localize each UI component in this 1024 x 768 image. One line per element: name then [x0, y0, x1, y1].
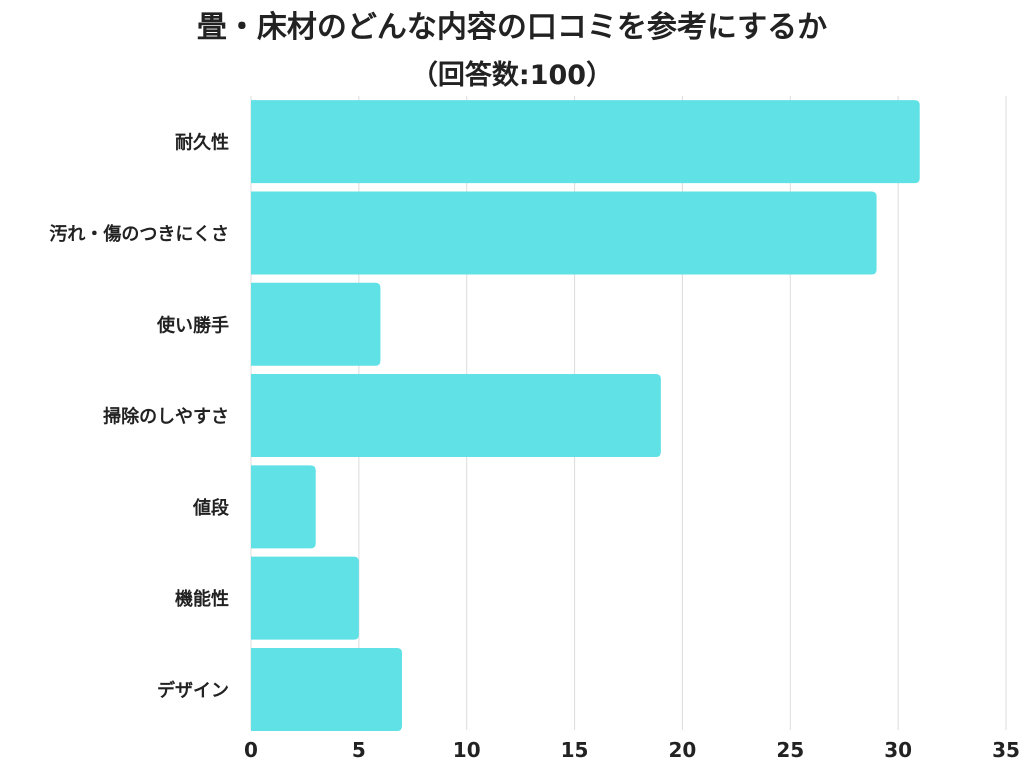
category-label: 汚れ・傷のつきにくさ — [49, 223, 229, 245]
category-label: 使い勝手 — [156, 314, 229, 336]
x-tick-label: 10 — [453, 738, 481, 762]
category-label: デザイン — [157, 679, 229, 701]
category-label: 掃除のしやすさ — [103, 406, 229, 428]
bar — [251, 374, 661, 458]
chart-subtitle: （回答数:100） — [410, 60, 614, 91]
chart-title: 畳・床材のどんな内容の口コミを参考にするか — [196, 10, 828, 45]
bar — [251, 100, 920, 184]
bars — [251, 100, 920, 731]
bar — [251, 647, 402, 731]
x-tick-label: 20 — [669, 738, 697, 762]
bar — [251, 191, 877, 275]
bar — [251, 556, 359, 640]
x-tick-label: 30 — [884, 738, 912, 762]
x-tick-label: 0 — [244, 738, 258, 762]
bar — [251, 465, 316, 549]
category-label: 値段 — [192, 497, 230, 519]
x-tick-label: 35 — [992, 738, 1020, 762]
category-label: 機能性 — [175, 588, 229, 610]
x-tick-label: 25 — [776, 738, 804, 762]
x-tick-label: 5 — [352, 738, 366, 762]
bar — [251, 282, 381, 366]
category-label: 耐久性 — [175, 132, 229, 154]
x-tick-label: 15 — [561, 738, 589, 762]
x-tick-labels: 0 5 10 15 20 25 30 35 — [244, 738, 1020, 762]
